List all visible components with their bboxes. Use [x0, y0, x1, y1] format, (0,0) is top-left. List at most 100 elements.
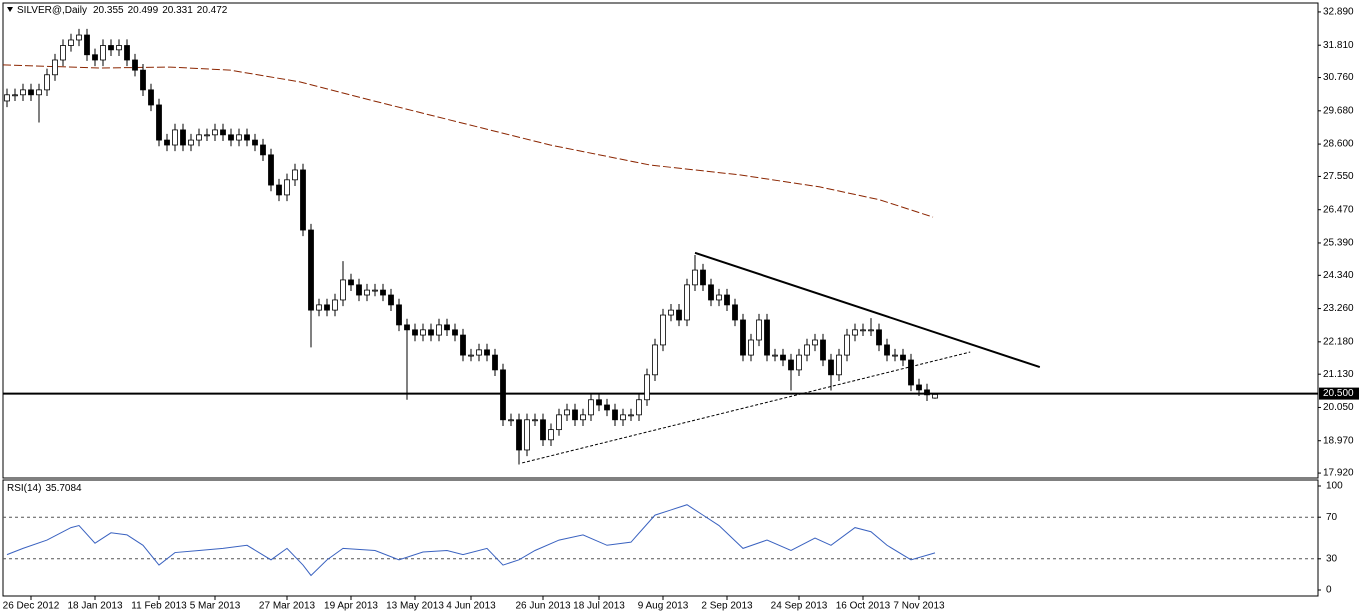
y-tick-label: 29.680: [1323, 105, 1354, 116]
candle-body: [932, 394, 938, 399]
candle-body: [844, 334, 850, 356]
candle-body: [20, 89, 26, 96]
candle-body: [812, 339, 818, 346]
y-tick-label: 28.600: [1323, 139, 1354, 150]
candle-body: [828, 359, 834, 376]
candle-body: [332, 299, 338, 311]
x-tick-label: 5 Mar 2013: [190, 601, 241, 612]
y-tick-label: 22.180: [1323, 336, 1354, 347]
candle-body: [492, 354, 498, 371]
candle-body: [100, 45, 106, 61]
y-tick-label: 100: [1326, 481, 1343, 492]
rsi-name: RSI(14): [7, 483, 41, 494]
candle-body: [924, 389, 930, 396]
candle-body: [364, 289, 370, 296]
level-label-bg: [1319, 387, 1359, 400]
symbol: SILVER@,Daily: [17, 5, 87, 16]
candle-body: [460, 334, 466, 356]
chart-title: SILVER@,Daily 20.355 20.499 20.331 20.472: [17, 5, 228, 16]
candle-body: [220, 129, 226, 136]
rsi-line: [6, 504, 936, 577]
candle-body: [300, 169, 306, 231]
x-tick-label: 19 Apr 2013: [324, 601, 378, 612]
candle-body: [732, 304, 738, 321]
candle-body: [84, 34, 90, 56]
candle-body: [876, 329, 882, 346]
candle-body: [652, 344, 658, 376]
price-panel: [2, 2, 1319, 479]
moving-average: [2, 64, 934, 218]
candle-body: [804, 344, 810, 356]
candle-body: [820, 339, 826, 361]
candle-body: [556, 414, 562, 431]
candle-body: [180, 129, 186, 146]
candle-body: [156, 104, 162, 141]
x-tick-label: 26 Jun 2013: [515, 601, 570, 612]
candle-body: [132, 59, 138, 71]
candle-body: [628, 414, 634, 417]
candle-body: [564, 409, 570, 416]
candle-body: [340, 279, 346, 301]
candle-body: [588, 399, 594, 416]
x-tick-label: 9 Aug 2013: [638, 601, 689, 612]
candle-body: [524, 419, 530, 451]
candle-body: [276, 184, 282, 196]
x-tick-label: 18 Jan 2013: [67, 601, 122, 612]
x-tick-label: 24 Sep 2013: [771, 601, 828, 612]
y-tick-label: 27.550: [1323, 171, 1354, 182]
candle-body: [476, 349, 482, 356]
candle-body: [148, 89, 154, 106]
last-low: 20.331: [162, 5, 193, 16]
x-tick-label: 7 Nov 2013: [893, 601, 945, 612]
y-tick-label: 30.760: [1323, 72, 1354, 83]
candle-body: [380, 289, 386, 296]
candle-body: [772, 354, 778, 357]
y-tick-label: 25.390: [1323, 238, 1354, 249]
y-tick-label: 32.890: [1323, 7, 1354, 18]
candle-body: [52, 59, 58, 76]
candle-body: [620, 414, 626, 421]
candle-body: [724, 294, 730, 306]
candle-body: [252, 139, 258, 146]
candle-body: [692, 269, 698, 286]
x-tick-label: 13 May 2013: [386, 601, 444, 612]
y-tick-label: 30: [1326, 553, 1338, 564]
candle-body: [116, 45, 122, 51]
candle-body: [172, 129, 178, 146]
candle-body: [756, 319, 762, 341]
candle-body: [372, 289, 378, 292]
candle-body: [44, 74, 50, 91]
candle-body: [516, 419, 522, 451]
candle-body: [836, 354, 842, 376]
candle-body: [700, 269, 706, 286]
rsi-last: 35.7084: [45, 483, 82, 494]
y-tick-label: 24.340: [1323, 270, 1354, 281]
candle-body: [244, 134, 250, 141]
trend-line: [694, 251, 1041, 369]
candle-body: [396, 304, 402, 326]
candle-body: [404, 324, 410, 331]
candle-body: [892, 354, 898, 357]
candle-body: [420, 329, 426, 336]
candle-body: [188, 139, 194, 146]
candle-body: [164, 139, 170, 146]
candle-body: [716, 294, 722, 301]
candle-body: [596, 399, 602, 406]
candle-body: [644, 374, 650, 401]
last-high: 20.499: [128, 5, 159, 16]
x-tick-label: 16 Oct 2013: [836, 601, 891, 612]
candle-body: [740, 319, 746, 356]
y-tick-label: 0: [1326, 585, 1332, 596]
y-tick-label: 31.810: [1323, 40, 1354, 51]
candle-body: [228, 134, 234, 141]
candle-body: [796, 354, 802, 371]
candle-body: [636, 399, 642, 416]
candle-body: [900, 354, 906, 361]
candle-body: [612, 409, 618, 421]
candle-body: [212, 129, 218, 136]
candle-body: [860, 329, 866, 332]
candle-body: [324, 304, 330, 311]
candle-body: [532, 419, 538, 422]
candle-body: [60, 45, 66, 61]
candle-body: [4, 94, 10, 102]
